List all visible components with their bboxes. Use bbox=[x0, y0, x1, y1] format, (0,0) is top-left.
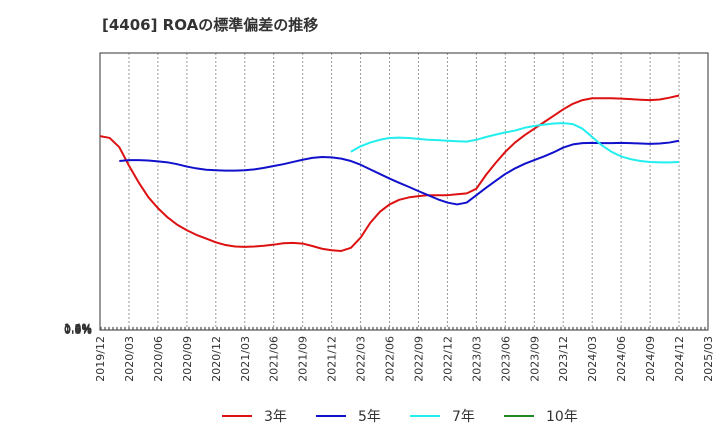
x-tick-label: 2021/12 bbox=[326, 336, 339, 382]
legend-swatch-5y bbox=[316, 415, 346, 417]
legend-label-10y: 10年 bbox=[546, 409, 578, 425]
x-tick-label: 2023/12 bbox=[557, 336, 570, 382]
legend-label-5y: 5年 bbox=[358, 409, 381, 425]
legend-label-3y: 3年 bbox=[264, 409, 287, 425]
legend-item-3y: 3年 bbox=[222, 404, 287, 428]
x-tick-label: 2020/03 bbox=[123, 336, 136, 382]
x-tick-label: 2022/06 bbox=[384, 336, 397, 382]
x-tick-label: 2020/06 bbox=[152, 336, 165, 382]
y-tick-label: 0.2% bbox=[64, 324, 92, 337]
y-tick-label: 1.2% bbox=[64, 322, 92, 335]
legend-item-10y: 10年 bbox=[504, 404, 578, 428]
legend-swatch-3y bbox=[222, 415, 252, 417]
y-tick-label: 0.4% bbox=[64, 323, 92, 336]
x-tick-label: 2021/09 bbox=[297, 336, 310, 382]
plot-area bbox=[100, 53, 708, 330]
y-tick-label: 1.4% bbox=[64, 321, 92, 334]
legend-swatch-10y bbox=[504, 415, 534, 417]
legend: 3年 5年 7年 10年 bbox=[0, 404, 720, 428]
series-line bbox=[350, 122, 680, 164]
x-tick-label: 2023/06 bbox=[499, 336, 512, 382]
x-tick-label: 2020/12 bbox=[210, 336, 223, 382]
x-tick-label: 2024/12 bbox=[673, 336, 686, 382]
plot-border bbox=[99, 52, 709, 331]
x-tick-label: 2022/09 bbox=[412, 336, 425, 382]
chart-title: [4406] ROAの標準偏差の推移 bbox=[102, 16, 319, 34]
legend-item-7y: 7年 bbox=[410, 404, 475, 428]
x-tick-label: 2025/03 bbox=[702, 336, 715, 382]
series-line bbox=[99, 94, 680, 252]
x-tick-label: 2024/03 bbox=[586, 336, 599, 382]
legend-label-7y: 7年 bbox=[452, 409, 475, 425]
x-tick-label: 2021/06 bbox=[268, 336, 281, 382]
y-tick-label: 0.8% bbox=[64, 323, 92, 336]
x-tick-label: 2019/12 bbox=[94, 336, 107, 382]
x-tick-label: 2022/12 bbox=[441, 336, 454, 382]
x-tick-label: 2022/03 bbox=[355, 336, 368, 382]
x-tick-label: 2024/09 bbox=[644, 336, 657, 382]
x-tick-label: 2021/03 bbox=[239, 336, 252, 382]
x-tick-label: 2023/03 bbox=[470, 336, 483, 382]
x-tick-label: 2023/09 bbox=[528, 336, 541, 382]
x-tick-label: 2020/09 bbox=[181, 336, 194, 382]
y-tick-label: 1.0% bbox=[64, 322, 92, 335]
y-tick-label: 0.0% bbox=[64, 324, 92, 337]
legend-swatch-7y bbox=[410, 415, 440, 417]
legend-item-5y: 5年 bbox=[316, 404, 381, 428]
series-line bbox=[119, 139, 680, 206]
y-tick-label: 0.6% bbox=[64, 323, 92, 336]
x-tick-label: 2024/06 bbox=[615, 336, 628, 382]
